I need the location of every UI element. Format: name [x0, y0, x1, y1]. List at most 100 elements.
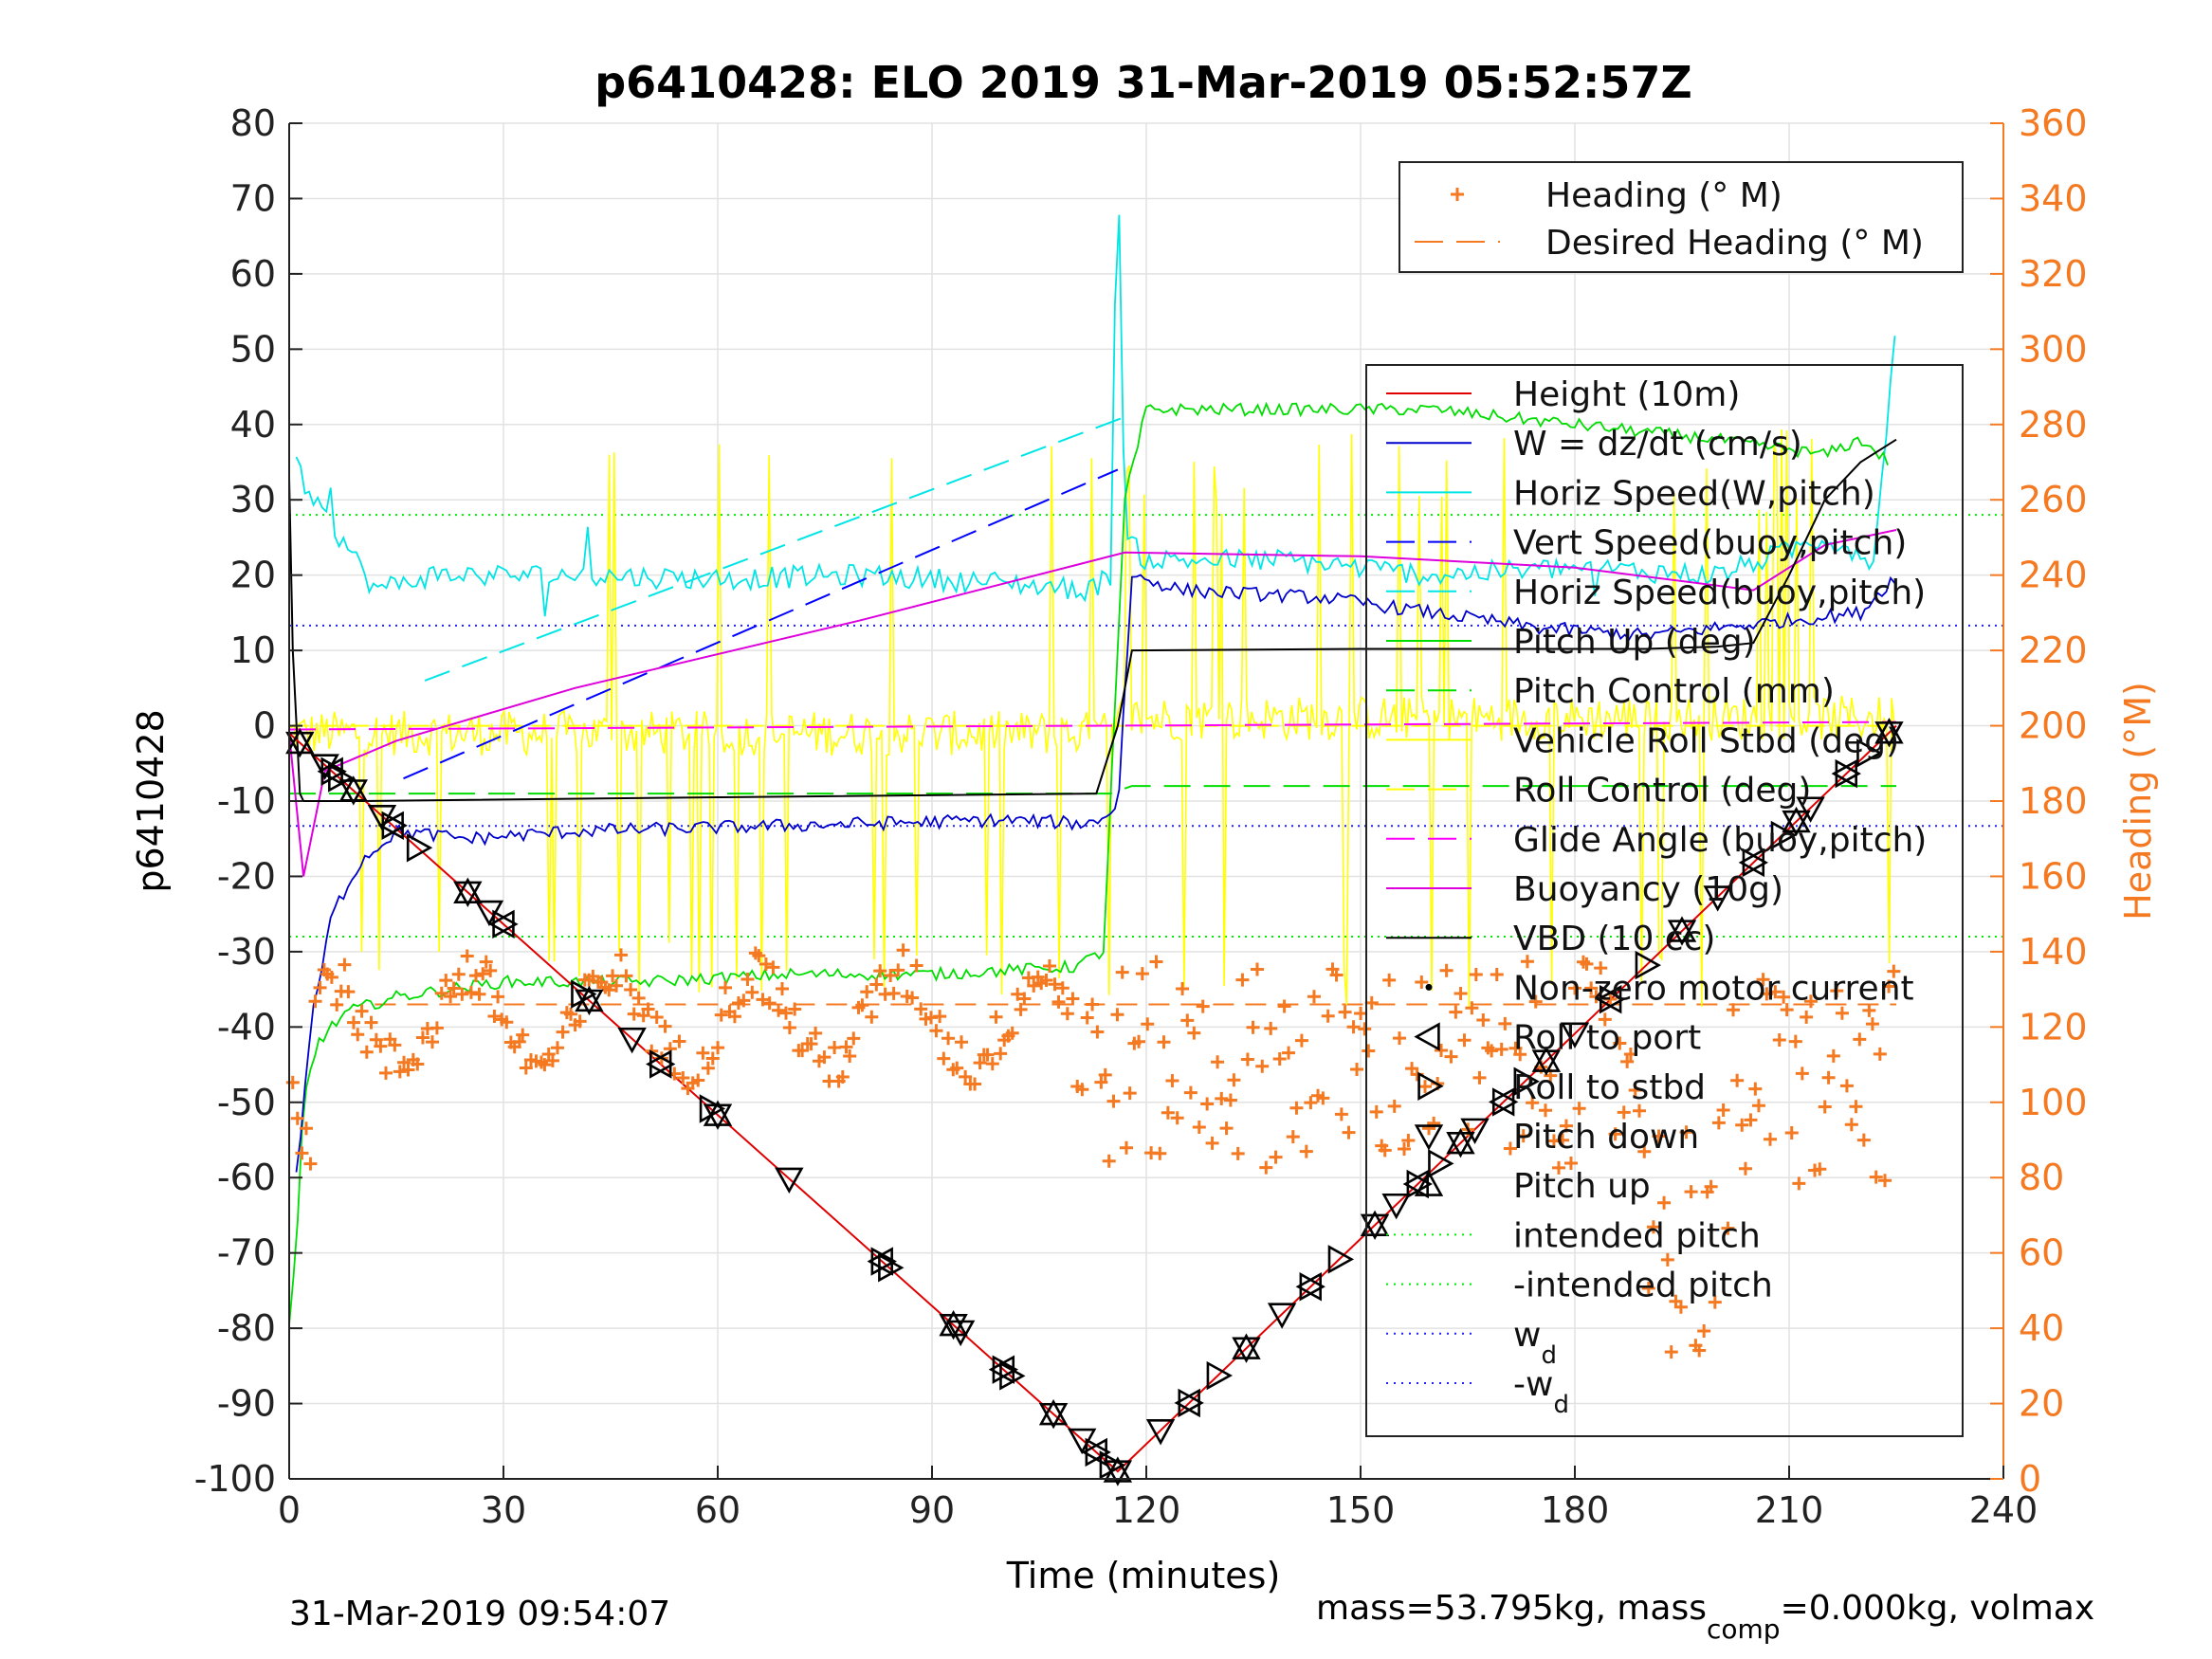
triangle-marker [992, 1355, 1019, 1384]
heading-point [1211, 1055, 1225, 1069]
legend-main-box [1365, 364, 1964, 1437]
heading-point [627, 1007, 641, 1021]
heading-point [1157, 1035, 1171, 1049]
series-glide-angle [288, 720, 1897, 731]
x-tick-label: 60 [695, 1489, 740, 1531]
heading-point [795, 1044, 810, 1058]
heading-point [1528, 994, 1543, 1009]
legend-label: Height (10m) [1513, 375, 1740, 414]
heading-point [1826, 1048, 1840, 1063]
y-tick-label-left: -60 [217, 1157, 276, 1198]
y-tick-label-right: 160 [2019, 855, 2088, 897]
heading-point [1835, 1006, 1849, 1020]
triangle-marker [1770, 820, 1798, 850]
heading-point [950, 1061, 964, 1075]
heading-point [1299, 1144, 1313, 1158]
triangle-marker [1874, 721, 1904, 748]
heading-point [516, 1028, 530, 1042]
heading-point [1269, 1150, 1283, 1164]
legend-swatch [1414, 1170, 1444, 1196]
heading-point [1277, 999, 1291, 1013]
legend-label: Pitch down [1513, 1118, 1699, 1157]
heading-point [1768, 985, 1782, 999]
heading-point [1646, 1220, 1660, 1234]
heading-point [1704, 1179, 1718, 1194]
heading-point [772, 1003, 786, 1017]
heading-point [564, 1007, 578, 1021]
heading-point [487, 1010, 502, 1024]
heading-point [1657, 1195, 1672, 1210]
heading-point [1844, 1118, 1858, 1132]
series-roll [288, 428, 1895, 1008]
heading-point [843, 1049, 857, 1064]
heading-point [1520, 955, 1534, 969]
heading-point [649, 1011, 664, 1025]
legend-swatch [1425, 983, 1433, 991]
heading-point [1231, 1146, 1245, 1160]
heading-point [1563, 1157, 1578, 1171]
triangle-marker [878, 1253, 905, 1283]
heading-point [909, 958, 923, 973]
heading-point [1039, 973, 1053, 987]
legend-label: Roll to stbd [1513, 1068, 1706, 1107]
heading-point [959, 1069, 973, 1084]
heading-point [1316, 1091, 1330, 1105]
heading-point [1476, 1013, 1490, 1028]
heading-point [1354, 1007, 1368, 1021]
heading-point [1106, 1094, 1121, 1108]
heading-point [1219, 1121, 1234, 1136]
heading-point [1183, 1085, 1197, 1100]
heading-point [1048, 977, 1062, 992]
heading-point [1620, 1054, 1635, 1068]
heading-point [1090, 1025, 1105, 1039]
heading-point [1338, 1005, 1352, 1019]
heading-point [1444, 1049, 1458, 1064]
heading-point [401, 1063, 415, 1077]
heading-point [1200, 1097, 1215, 1111]
heading-point [1346, 1020, 1361, 1034]
triangle-marker [1856, 738, 1883, 768]
legend-label: Desired Heading (° M) [1545, 224, 1924, 263]
heading-point [346, 1015, 360, 1030]
heading-point [624, 983, 638, 997]
heading-point [455, 987, 469, 1001]
legend-label-text: Height (10m) [1513, 375, 1740, 414]
heading-point [766, 960, 780, 975]
heading-point [484, 963, 498, 977]
triangle-marker [1299, 1272, 1325, 1302]
heading-point [1017, 992, 1032, 1006]
heading-point [989, 1010, 1003, 1024]
legend-label: -intended pitch [1513, 1267, 1773, 1305]
heading-point [847, 1031, 861, 1046]
legend-label-text: Horiz Speed(buoy,pitch) [1513, 574, 1926, 612]
y-tick-label-right: 120 [2019, 1006, 2088, 1048]
legend-label-text: W = dz/dt (cm/s) [1513, 425, 1802, 464]
heading-point [1777, 990, 1791, 1004]
heading-point [472, 987, 486, 1001]
heading-point [762, 996, 777, 1011]
heading-point [1469, 967, 1483, 981]
heading-point [393, 1065, 407, 1079]
heading-point [759, 957, 773, 971]
legend-label-text: Non-zero motor current [1513, 969, 1914, 1008]
heading-point [1250, 962, 1264, 976]
heading-point [1369, 1104, 1383, 1119]
x-tick-label: 30 [481, 1489, 526, 1531]
heading-point [425, 1035, 439, 1049]
heading-point [1075, 1083, 1089, 1097]
heading-point [308, 994, 322, 1009]
triangle-marker [406, 833, 433, 863]
legend-label: Vehicle Roll Stbd (deg) [1513, 721, 1899, 760]
y-tick-label-left: 10 [230, 629, 276, 671]
triangle-marker [1531, 1049, 1562, 1076]
heading-point [1792, 1176, 1806, 1191]
heading-point [500, 1015, 514, 1030]
triangle-marker [1491, 1087, 1519, 1117]
heading-point [545, 1053, 559, 1067]
legend-label-text: Glide Angle (buoy,pitch) [1513, 821, 1927, 860]
triangle-marker [1232, 1337, 1261, 1363]
legend-main: Height (10m) W = dz/dt (cm/s) Horiz Speed(… [1365, 364, 1964, 1437]
y-tick-label-left: 60 [230, 253, 276, 295]
heading-point [869, 977, 884, 992]
heading-point [1813, 1162, 1827, 1176]
